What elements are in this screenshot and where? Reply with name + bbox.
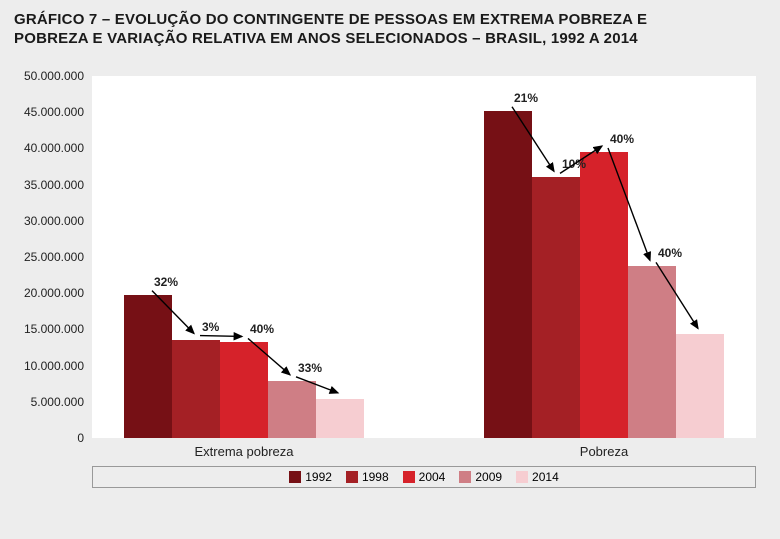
y-tick-label: 30.000.000 [14, 214, 84, 228]
legend-item: 2009 [459, 470, 502, 484]
legend-swatch [289, 471, 301, 483]
bar [580, 152, 628, 438]
y-tick-label: 25.000.000 [14, 250, 84, 264]
bar [676, 334, 724, 438]
chart-title-line2: POBREZA E VARIAÇÃO RELATIVA EM ANOS SELE… [14, 30, 638, 47]
change-percent-label: 33% [298, 361, 322, 375]
change-percent-label: 3% [202, 320, 219, 334]
y-tick-label: 35.000.000 [14, 178, 84, 192]
x-category-label: Extrema pobreza [124, 444, 364, 459]
legend-item: 1992 [289, 470, 332, 484]
y-tick-label: 45.000.000 [14, 105, 84, 119]
plot-area: 32% 3% 40% 33% 21% 10% 40% 40% [92, 76, 756, 438]
legend-swatch [459, 471, 471, 483]
bar [268, 381, 316, 438]
legend-label: 1992 [305, 470, 332, 484]
change-percent-label: 10% [562, 157, 586, 171]
change-percent-label: 40% [658, 246, 682, 260]
chart-title-line1: GRÁFICO 7 – EVOLUÇÃO DO CONTINGENTE DE P… [14, 11, 647, 28]
bar [124, 295, 172, 438]
legend-item: 2004 [403, 470, 446, 484]
legend-swatch [516, 471, 528, 483]
y-axis: 05.000.00010.000.00015.000.00020.000.000… [14, 76, 92, 438]
y-tick-label: 20.000.000 [14, 286, 84, 300]
y-tick-label: 0 [14, 431, 84, 445]
bar [316, 399, 364, 438]
y-tick-label: 50.000.000 [14, 69, 84, 83]
legend-label: 2004 [419, 470, 446, 484]
bar [172, 340, 220, 438]
legend-label: 1998 [362, 470, 389, 484]
legend-swatch [346, 471, 358, 483]
bar [220, 342, 268, 438]
legend-item: 2014 [516, 470, 559, 484]
legend-item: 1998 [346, 470, 389, 484]
bar [628, 266, 676, 438]
legend-label: 2009 [475, 470, 502, 484]
change-percent-label: 32% [154, 275, 178, 289]
legend: 1992 1998 2004 2009 2014 [92, 466, 756, 488]
x-category-label: Pobreza [484, 444, 724, 459]
bar [532, 177, 580, 438]
change-percent-label: 21% [514, 91, 538, 105]
bar [484, 111, 532, 438]
change-percent-label: 40% [250, 322, 274, 336]
legend-swatch [403, 471, 415, 483]
y-tick-label: 15.000.000 [14, 322, 84, 336]
y-tick-label: 40.000.000 [14, 141, 84, 155]
legend-label: 2014 [532, 470, 559, 484]
change-percent-label: 40% [610, 132, 634, 146]
chart-container: 0 5.000.000 10.000.000 15.000.000 20.000.000… [14, 66, 766, 496]
y-tick-label: 5.000.000 [14, 395, 84, 409]
y-tick-label: 10.000.000 [14, 359, 84, 373]
